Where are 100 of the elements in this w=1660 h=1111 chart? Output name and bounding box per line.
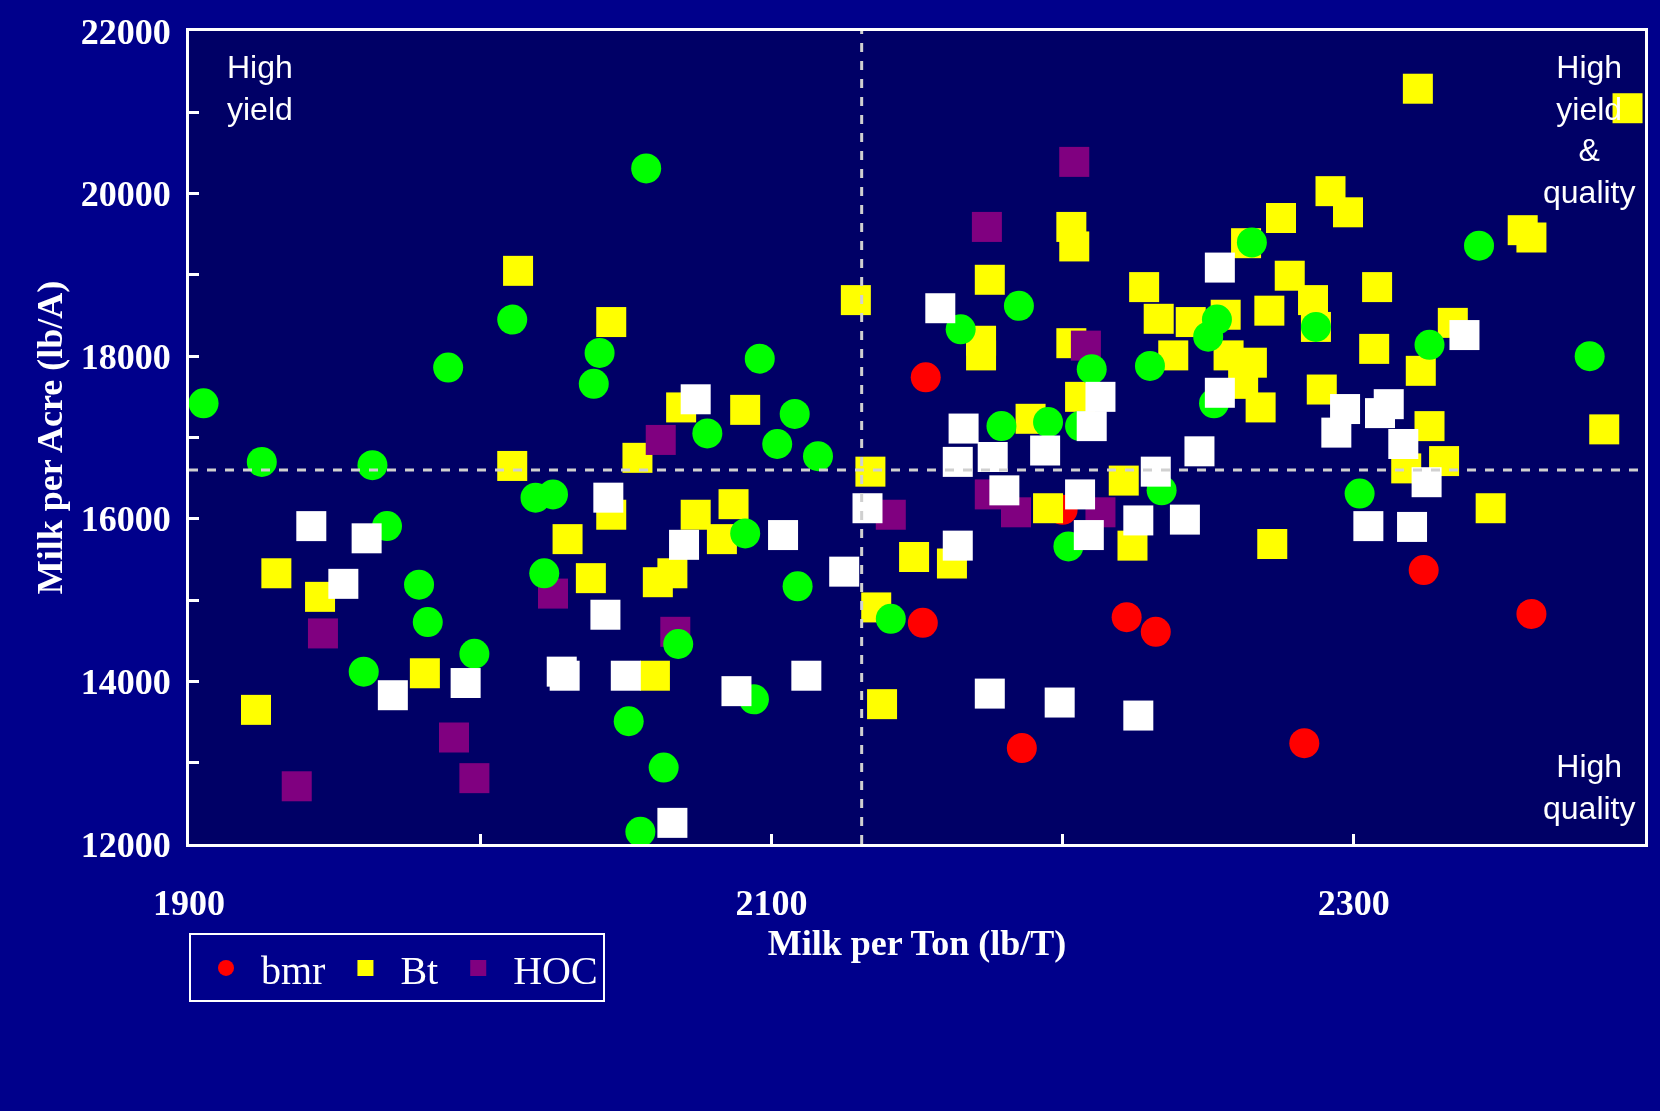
point xyxy=(1134,350,1165,381)
point xyxy=(1373,389,1404,420)
point xyxy=(1140,616,1171,647)
y-tick-label: 22000 xyxy=(80,11,171,52)
point xyxy=(945,314,976,345)
point xyxy=(296,511,327,542)
point xyxy=(377,680,408,711)
point xyxy=(989,475,1020,506)
point xyxy=(459,638,490,669)
y-tick-label: 14000 xyxy=(80,662,171,702)
point xyxy=(779,398,810,429)
point xyxy=(1236,227,1267,258)
x-axis-title: Milk per Ton (lb/T) xyxy=(767,923,1067,964)
point xyxy=(942,446,973,477)
point xyxy=(1397,511,1428,542)
point xyxy=(1449,320,1480,351)
point xyxy=(328,568,359,599)
point xyxy=(610,660,641,691)
point xyxy=(433,352,464,383)
point xyxy=(1516,598,1547,629)
y-tick-label: 12000 xyxy=(80,824,171,865)
x-tick-label: 1900 xyxy=(153,883,225,924)
point xyxy=(829,556,860,587)
point xyxy=(744,343,775,374)
point xyxy=(1123,505,1154,536)
point xyxy=(1030,435,1061,466)
point xyxy=(1044,687,1075,718)
point xyxy=(986,411,1017,442)
point xyxy=(1201,304,1232,335)
point xyxy=(1169,504,1200,535)
x-tick-label: 2100 xyxy=(735,883,808,924)
point xyxy=(971,211,1002,242)
point xyxy=(974,678,1005,709)
point xyxy=(412,607,443,638)
point xyxy=(1033,407,1064,438)
point xyxy=(188,388,219,419)
point xyxy=(584,337,615,368)
annotation: High yield xyxy=(227,49,293,127)
y-tick-label: 20000 xyxy=(80,174,171,215)
point xyxy=(645,424,676,455)
point xyxy=(791,660,822,691)
point xyxy=(1003,290,1034,321)
point xyxy=(1065,479,1096,510)
point xyxy=(1414,329,1445,360)
point xyxy=(680,384,711,415)
point xyxy=(348,656,379,687)
point xyxy=(1076,354,1107,385)
point xyxy=(625,816,656,847)
point xyxy=(782,571,813,602)
point xyxy=(721,676,752,707)
point xyxy=(1006,733,1037,764)
point xyxy=(692,418,723,449)
point xyxy=(351,523,382,554)
point xyxy=(590,599,621,630)
point xyxy=(657,807,688,838)
point xyxy=(497,304,528,335)
point xyxy=(438,722,469,753)
point xyxy=(1140,456,1171,487)
point xyxy=(1574,341,1605,372)
point xyxy=(768,520,799,551)
point xyxy=(875,603,906,634)
point xyxy=(404,569,435,600)
point xyxy=(977,442,1008,473)
point xyxy=(925,293,956,324)
y-tick-label: 18000 xyxy=(80,336,171,377)
point xyxy=(1353,511,1384,542)
point xyxy=(1073,520,1104,551)
annotation: High quality xyxy=(1543,748,1636,826)
y-axis-title: Milk per Acre (lb/A) xyxy=(29,280,70,595)
point xyxy=(613,706,644,737)
point xyxy=(1059,146,1090,177)
point xyxy=(1076,411,1107,442)
legend-label: bmr xyxy=(261,947,326,993)
point xyxy=(1085,381,1116,412)
point xyxy=(593,482,624,513)
point xyxy=(357,450,388,481)
point xyxy=(631,153,662,184)
point xyxy=(803,441,833,472)
x-tick-label: 2300 xyxy=(1317,883,1390,924)
point xyxy=(1344,478,1375,509)
point xyxy=(1123,700,1154,731)
point xyxy=(1204,252,1235,283)
point xyxy=(1184,436,1215,467)
y-tick-label: 16000 xyxy=(80,499,171,540)
point xyxy=(648,752,679,783)
point xyxy=(1411,467,1442,498)
point xyxy=(1204,377,1235,408)
point xyxy=(459,763,490,794)
point xyxy=(1289,728,1320,759)
point xyxy=(942,530,973,561)
point xyxy=(907,607,938,638)
point xyxy=(852,493,883,524)
point xyxy=(1408,555,1439,586)
point xyxy=(1111,602,1142,633)
point xyxy=(663,629,694,659)
legend-label: HOC xyxy=(513,947,598,993)
point xyxy=(1330,394,1361,425)
point xyxy=(578,368,609,399)
legend-label: Bt xyxy=(400,947,439,993)
point xyxy=(246,446,277,477)
